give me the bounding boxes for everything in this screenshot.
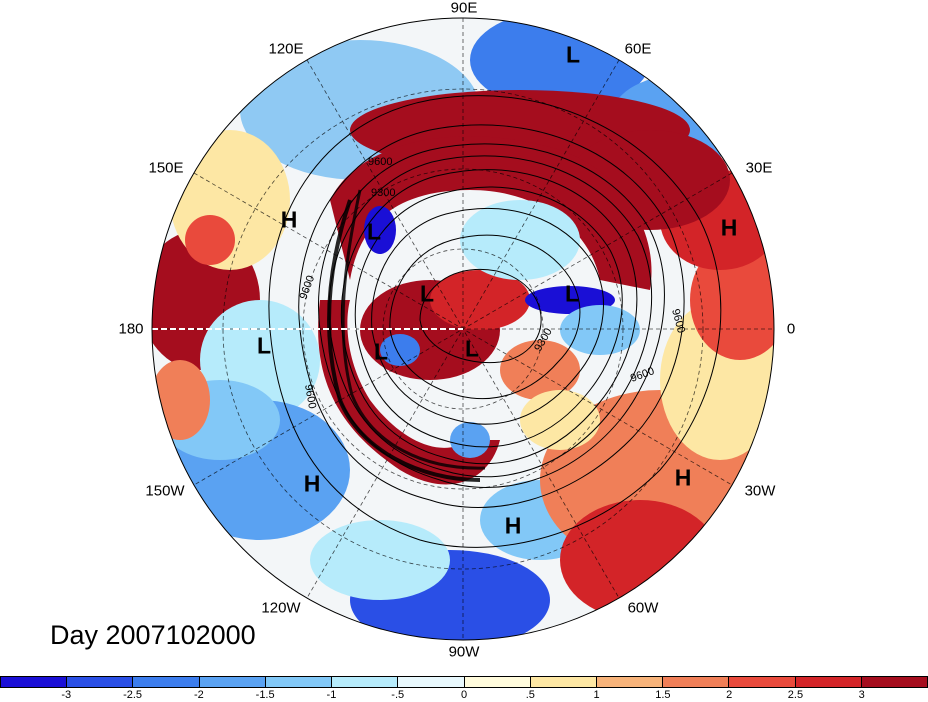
- colorbar-bin: [332, 676, 399, 688]
- colorbar-bin: [795, 676, 862, 688]
- lon-label-60e: 60E: [624, 40, 652, 58]
- height-contours: [268, 95, 722, 548]
- colorbar-tick-label: -.5: [391, 689, 405, 701]
- colorbar-tick-label: 2: [726, 689, 733, 701]
- graticule: [152, 18, 774, 640]
- colorbar-tick-label: -3: [61, 689, 72, 701]
- colorbar-bin: [530, 676, 597, 688]
- pressure-center-label: L: [464, 335, 480, 362]
- anomaly-field: [152, 18, 774, 640]
- pressure-center-label: L: [564, 280, 580, 307]
- pressure-center-label: H: [674, 464, 692, 491]
- contour-label: 9300: [371, 187, 395, 199]
- colorbar-bin: [0, 676, 68, 688]
- lon-label-90e: 90E: [450, 0, 478, 17]
- colorbar-tick-label: 3: [858, 689, 865, 701]
- pressure-center-label: L: [565, 41, 581, 68]
- contour-label: 9600: [302, 383, 318, 409]
- colorbar-tick-label: 2.5: [787, 689, 804, 701]
- colorbar-bin: [133, 676, 200, 688]
- pressure-center-label: H: [720, 214, 738, 241]
- colorbar-tick-label: 0: [460, 689, 468, 701]
- colorbar-tick-label: 1.5: [655, 689, 671, 701]
- lon-label-0: 0: [786, 320, 796, 338]
- lon-label-90w: 90W: [448, 643, 480, 661]
- colorbar-bin: [67, 676, 134, 688]
- pressure-center-label: H: [504, 512, 522, 539]
- lon-label-150e: 150E: [148, 159, 184, 177]
- lon-label-30e: 30E: [745, 159, 773, 177]
- lon-label-60w: 60W: [627, 599, 659, 617]
- lon-label-120w: 120W: [261, 599, 301, 617]
- jet-streak: [327, 199, 481, 482]
- colorbar: [0, 676, 928, 688]
- colorbar-tick-label: -2.5: [123, 689, 143, 701]
- colorbar-tick-label: .5: [525, 689, 535, 701]
- lon-label-120e: 120E: [268, 40, 304, 58]
- colorbar-tick-label: -1.5: [255, 689, 275, 701]
- pressure-center-label: L: [419, 280, 435, 307]
- map-title: Day 2007102000: [50, 620, 256, 650]
- pressure-center-label: H: [303, 470, 321, 497]
- pressure-center-label: L: [373, 338, 389, 365]
- colorbar-bin: [596, 676, 664, 688]
- colorbar-bin: [729, 676, 796, 688]
- contour-label: 9600: [368, 156, 392, 168]
- colorbar-bin: [398, 676, 465, 688]
- colorbar-tick-label: 1: [593, 689, 600, 701]
- lon-label-180: 180: [118, 320, 144, 338]
- pressure-center-label: H: [280, 206, 298, 233]
- pressure-center-label: L: [256, 332, 272, 359]
- colorbar-bin: [199, 676, 266, 688]
- colorbar-bin: [464, 676, 531, 688]
- colorbar-bin: [265, 676, 333, 688]
- colorbar-bin: [663, 676, 730, 688]
- colorbar-tick-label: -1: [326, 689, 337, 701]
- pressure-center-label: L: [366, 218, 382, 245]
- colorbar-tick-label: -2: [193, 689, 204, 701]
- lon-label-30w: 30W: [744, 482, 776, 500]
- colorbar-bin: [861, 676, 928, 688]
- map-boundary: [151, 17, 775, 641]
- lon-label-150w: 150W: [145, 482, 185, 500]
